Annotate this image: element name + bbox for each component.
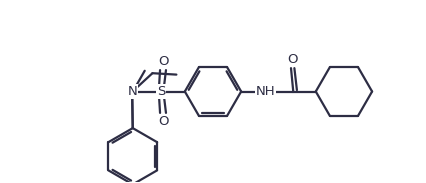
Text: O: O bbox=[158, 55, 169, 68]
Text: NH: NH bbox=[255, 85, 275, 98]
Text: N: N bbox=[128, 85, 138, 98]
Text: O: O bbox=[158, 115, 169, 128]
Text: O: O bbox=[287, 53, 298, 66]
Text: S: S bbox=[157, 85, 165, 98]
